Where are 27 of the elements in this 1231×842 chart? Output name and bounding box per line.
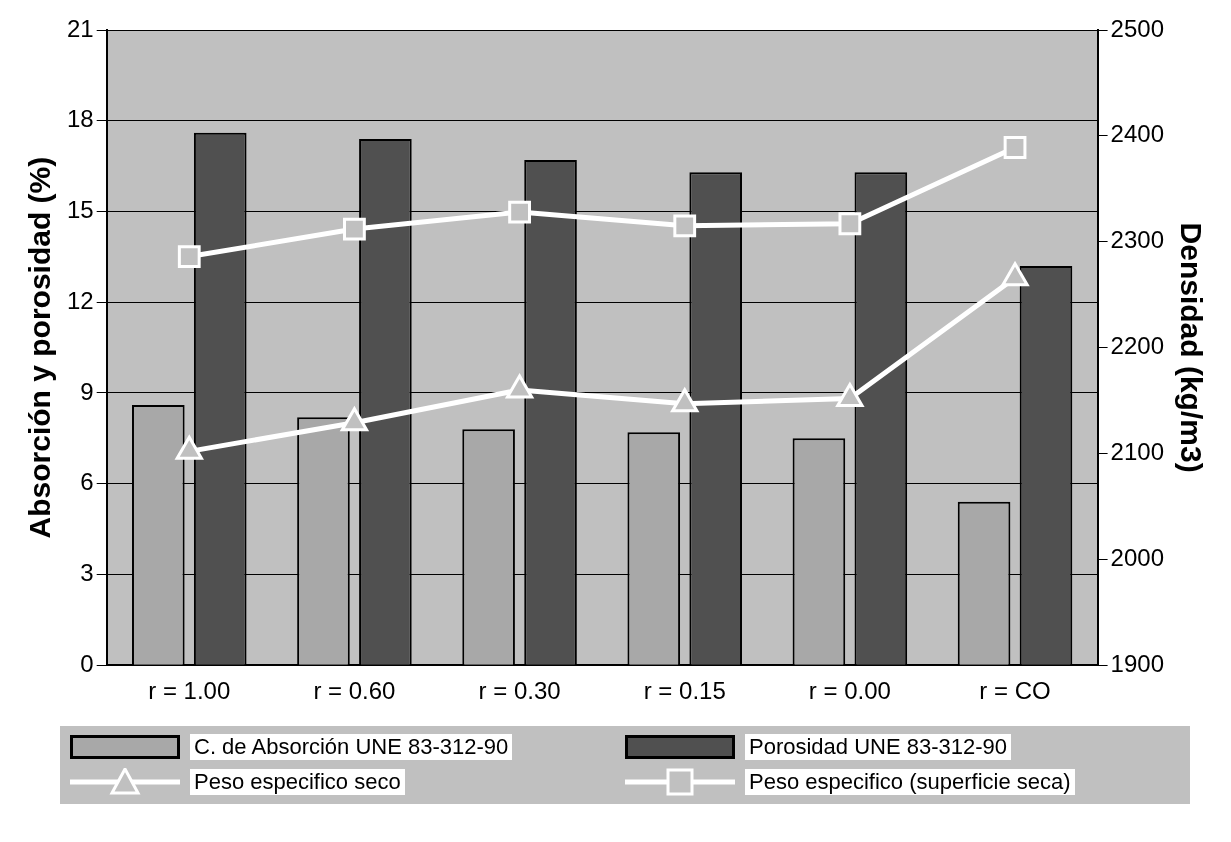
y-tick-label: 0: [80, 649, 94, 677]
x-tick-label: r = 0.60: [313, 677, 396, 705]
y2-tick-label: 2200: [1110, 332, 1164, 360]
y-tick-label: 9: [80, 377, 94, 405]
y-tick-label: 12: [66, 286, 94, 314]
y2-tick-label: 2500: [1110, 14, 1164, 42]
y-tick-label: 15: [66, 196, 94, 224]
y2-tick-label: 1900: [1110, 649, 1164, 677]
x-tick-label: r = 0.00: [808, 677, 891, 705]
legend-label: C. de Absorción UNE 83-312-90: [190, 734, 513, 760]
x-tick-label: r = 0.15: [643, 677, 726, 705]
y2-tick-label: 2400: [1110, 120, 1164, 148]
y2-tick-label: 2000: [1110, 543, 1164, 571]
y-tick-label: 21: [66, 14, 94, 42]
y-tick-label: 3: [80, 559, 94, 587]
x-tick-label: r = 1.00: [148, 677, 231, 705]
y-tick-label: 6: [80, 468, 94, 496]
y-tick-label: 18: [66, 105, 94, 133]
y2-tick-label: 2100: [1110, 438, 1164, 466]
legend-label: Peso especifico seco: [190, 769, 405, 795]
y2-axis-title: Densidad (kg/m3): [1174, 222, 1208, 473]
x-tick-label: r = 0.30: [478, 677, 561, 705]
y2-tick-label: 2300: [1110, 226, 1164, 254]
legend-label: Peso especifico (superficie seca): [745, 769, 1075, 795]
x-tick-label: r = CO: [979, 677, 1051, 705]
y-axis-title: Absorción y porosidad (%): [23, 156, 57, 539]
legend-label: Porosidad UNE 83-312-90: [745, 734, 1012, 760]
